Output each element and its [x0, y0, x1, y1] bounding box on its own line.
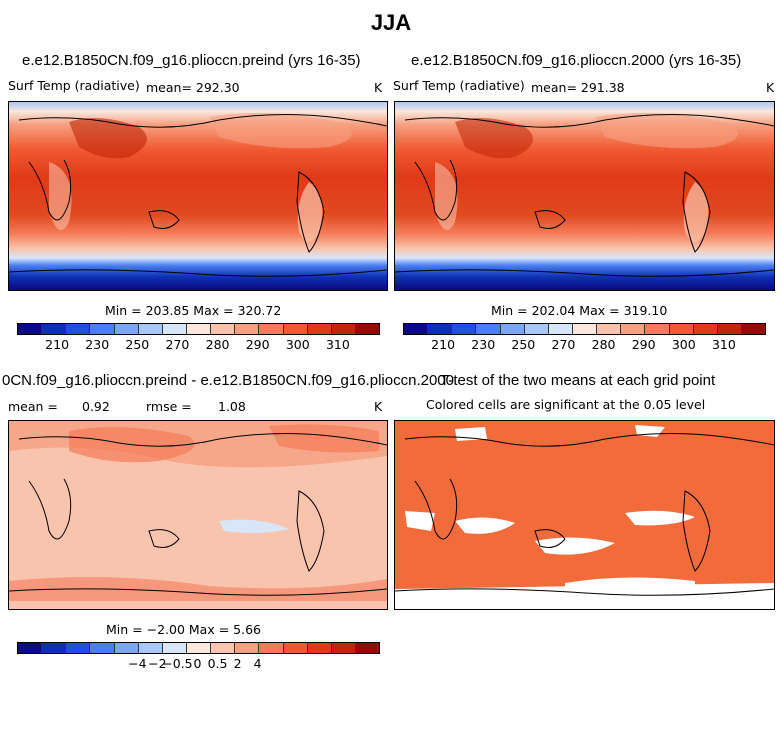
- colorbar-swatch: [307, 643, 332, 653]
- panel3-mean-value: 0.92: [82, 399, 110, 414]
- colorbar-swatch: [66, 324, 91, 334]
- colorbar-swatch: [18, 324, 43, 334]
- colorbar-swatch: [669, 324, 694, 334]
- colorbar-swatch: [404, 324, 429, 334]
- colorbar-swatch: [211, 324, 236, 334]
- panel3-rmse-value: 1.08: [218, 399, 246, 414]
- colorbar-swatch: [42, 643, 67, 653]
- figure-title: JJA: [370, 10, 412, 35]
- colorbar-tick-label: 230: [471, 337, 496, 352]
- colorbar-swatch: [283, 643, 308, 653]
- colorbar-swatch: [138, 643, 163, 653]
- colorbar-swatch: [211, 643, 236, 653]
- colorbar-tick-label: −2: [148, 656, 167, 671]
- colorbar-swatch: [138, 324, 163, 334]
- panel3-units: K: [374, 399, 383, 414]
- colorbar-swatch: [693, 324, 718, 334]
- colorbar-tick-label: 4: [253, 656, 262, 671]
- colorbar-swatch: [524, 324, 549, 334]
- panel1-mean: mean= 292.30: [146, 80, 240, 95]
- colorbar-tick-label: 290: [631, 337, 656, 352]
- colorbar-swatch: [717, 324, 742, 334]
- colorbar-swatch: [186, 643, 212, 653]
- colorbar-tick-label: 300: [671, 337, 696, 352]
- colorbar-swatch: [355, 324, 380, 334]
- panel1-title: e.e12.B1850CN.f09_g16.plioccn.preind (yr…: [22, 52, 361, 69]
- panel2-map: [394, 101, 775, 291]
- colorbar-tick-label: 310: [325, 337, 350, 352]
- colorbar-swatch: [90, 324, 115, 334]
- panel2-title: e.e12.B1850CN.f09_g16.plioccn.2000 (yrs …: [411, 52, 742, 69]
- colorbar-swatch: [476, 324, 501, 334]
- panel1-stats: Min = 203.85 Max = 320.72: [105, 303, 282, 318]
- panel2-units: K: [766, 80, 775, 95]
- colorbar-tick-label: 310: [711, 337, 736, 352]
- panel1-units: K: [374, 80, 383, 95]
- colorbar-swatch: [18, 643, 43, 653]
- panel3-rmse-label: rmse =: [146, 399, 192, 414]
- colorbar-swatch: [548, 324, 573, 334]
- colorbar-tick-label: 290: [245, 337, 270, 352]
- panel2-variable: Surf Temp (radiative): [393, 78, 525, 93]
- colorbar-swatch: [283, 324, 308, 334]
- colorbar-swatch: [186, 324, 212, 334]
- colorbar-swatch: [90, 643, 115, 653]
- colorbar-swatch: [162, 324, 187, 334]
- colorbar-swatch: [42, 324, 67, 334]
- colorbar-swatch: [500, 324, 525, 334]
- colorbar-swatch: [355, 643, 380, 653]
- colorbar-swatch: [259, 643, 284, 653]
- colorbar-swatch: [331, 324, 356, 334]
- panel3-colorbar: [17, 642, 380, 654]
- colorbar-tick-label: −4: [128, 656, 147, 671]
- colorbar-swatch: [572, 324, 598, 334]
- colorbar-tick-label: 2: [233, 656, 242, 671]
- colorbar-swatch: [307, 324, 332, 334]
- colorbar-tick-label: 210: [45, 337, 70, 352]
- colorbar-swatch: [452, 324, 477, 334]
- colorbar-swatch: [331, 643, 356, 653]
- panel4-subtitle: Colored cells are significant at the 0.0…: [426, 397, 706, 412]
- panel2-colorbar: [403, 323, 766, 335]
- colorbar-tick-label: 250: [125, 337, 150, 352]
- panel1-map-svg: [9, 102, 387, 290]
- colorbar-swatch: [235, 324, 260, 334]
- panel4-title: T-test of the two means at each grid poi…: [440, 372, 716, 389]
- colorbar-swatch: [428, 324, 453, 334]
- colorbar-tick-label: 0.5: [207, 656, 228, 671]
- panel2-stats: Min = 202.04 Max = 319.10: [491, 303, 668, 318]
- colorbar-swatch: [114, 324, 139, 334]
- panel1-colorbar: [17, 323, 380, 335]
- panel3-title: 0CN.f09_g16.plioccn.preind - e.e12.B1850…: [2, 372, 454, 389]
- colorbar-swatch: [66, 643, 91, 653]
- colorbar-tick-label: 300: [285, 337, 310, 352]
- panel1-variable: Surf Temp (radiative): [8, 78, 140, 93]
- panel3-map: [8, 420, 388, 610]
- panel4-map: [394, 420, 775, 610]
- colorbar-swatch: [645, 324, 670, 334]
- panel4-map-svg: [395, 425, 774, 609]
- colorbar-swatch: [597, 324, 622, 334]
- panel2-map-svg: [395, 102, 774, 290]
- colorbar-tick-label: −0.5: [162, 656, 193, 671]
- colorbar-swatch: [162, 643, 187, 653]
- colorbar-swatch: [621, 324, 646, 334]
- colorbar-swatch: [235, 643, 260, 653]
- panel2-mean: mean= 291.38: [531, 80, 625, 95]
- colorbar-tick-label: 270: [165, 337, 190, 352]
- colorbar-tick-label: 270: [551, 337, 576, 352]
- colorbar-swatch: [114, 643, 139, 653]
- panel3-mean-label: mean =: [8, 399, 58, 414]
- colorbar-tick-label: 210: [431, 337, 456, 352]
- colorbar-swatch: [259, 324, 284, 334]
- colorbar-tick-label: 280: [591, 337, 616, 352]
- panel1-map: [8, 101, 388, 291]
- colorbar-tick-label: 230: [85, 337, 110, 352]
- colorbar-swatch: [741, 324, 766, 334]
- panel3-stats: Min = −2.00 Max = 5.66: [106, 622, 261, 637]
- colorbar-tick-label: 250: [511, 337, 536, 352]
- colorbar-tick-label: 280: [205, 337, 230, 352]
- panel3-map-svg: [9, 421, 387, 601]
- colorbar-tick-label: 0: [193, 656, 202, 671]
